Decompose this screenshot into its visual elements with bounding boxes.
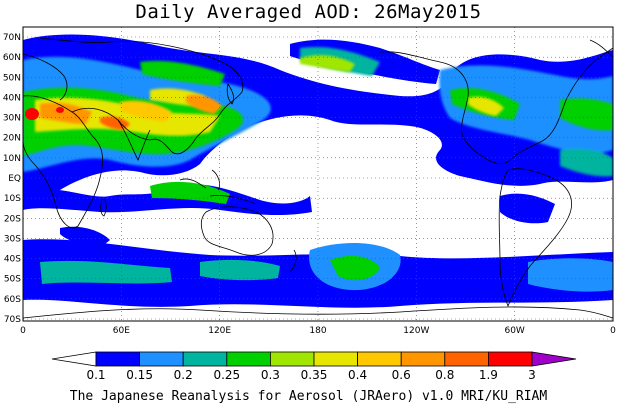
graticule [23, 27, 613, 321]
lat-label: 20S [4, 214, 21, 224]
hotspot-red [25, 107, 64, 120]
colorbar-label: 0.1 [86, 368, 105, 382]
lat-label: 60S [4, 295, 21, 305]
coastlines [23, 37, 613, 319]
lat-label: 50S [4, 275, 21, 285]
colorbar-box [313, 351, 358, 367]
colorbar-over-triangle [531, 351, 577, 367]
lat-label: 40N [3, 93, 21, 103]
lat-label: 30N [3, 114, 21, 124]
colorbar-box [182, 351, 228, 367]
colorbar-label: 0.15 [126, 368, 153, 382]
colorbar-box [95, 351, 140, 367]
colorbar-label: 1.9 [479, 368, 498, 382]
lat-label: 60N [3, 53, 21, 63]
colorbar-box [226, 351, 271, 367]
colorbar-under-triangle [51, 351, 97, 367]
lat-label: 70S [4, 315, 21, 325]
colorbar-label: 0.35 [301, 368, 328, 382]
latitude-labels: 70N 60N 50N 40N 30N 20N 10N EQ 10S 20S 30S 40S 50S 60… [3, 33, 21, 325]
colorbar-label: 0.4 [348, 368, 367, 382]
lat-label: 10N [3, 154, 21, 164]
figure-caption: The Japanese Reanalysis for Aerosol (JRA… [69, 389, 548, 404]
lat-label: 20N [3, 134, 21, 144]
lon-label: 180 [309, 326, 326, 336]
lon-label: 60E [113, 326, 130, 336]
lat-label: 70N [3, 33, 21, 43]
lon-label: 0 [610, 326, 616, 336]
lat-label: 10S [4, 194, 21, 204]
colorbar-label: 0.8 [435, 368, 454, 382]
colorbar-box [400, 351, 446, 367]
lat-label: EQ [8, 174, 21, 184]
lat-label: 40S [4, 255, 21, 265]
colorbar-label: 0.25 [213, 368, 240, 382]
colorbar-box [269, 351, 315, 367]
aod-colorbar: 0.1 0.15 0.2 0.25 0.3 0.35 0.4 0.6 0.8 1.9 3 [51, 351, 577, 382]
colorbar-box [139, 351, 184, 367]
southern-ocean-plume [23, 239, 613, 308]
colorbar-box [487, 351, 533, 367]
lon-label: 60W [504, 326, 524, 336]
colorbar-box [444, 351, 489, 367]
colorbar-label: 0.2 [174, 368, 193, 382]
lon-label: 120E [208, 326, 231, 336]
figure-title: Daily Averaged AOD: 26May2015 [135, 1, 482, 23]
longitude-labels: 0 60E 120E 180 120W 60W 0 [20, 326, 616, 336]
lat-label: 50N [3, 73, 21, 83]
lat-label: 30S [4, 234, 21, 244]
map-frame [22, 26, 614, 322]
colorbar-label: 0.3 [261, 368, 280, 382]
lon-label: 120W [403, 326, 429, 336]
colorbar-label: 0.6 [392, 368, 411, 382]
colorbar-label: 3 [528, 368, 536, 382]
lon-label: 0 [20, 326, 26, 336]
colorbar-box [357, 351, 402, 367]
